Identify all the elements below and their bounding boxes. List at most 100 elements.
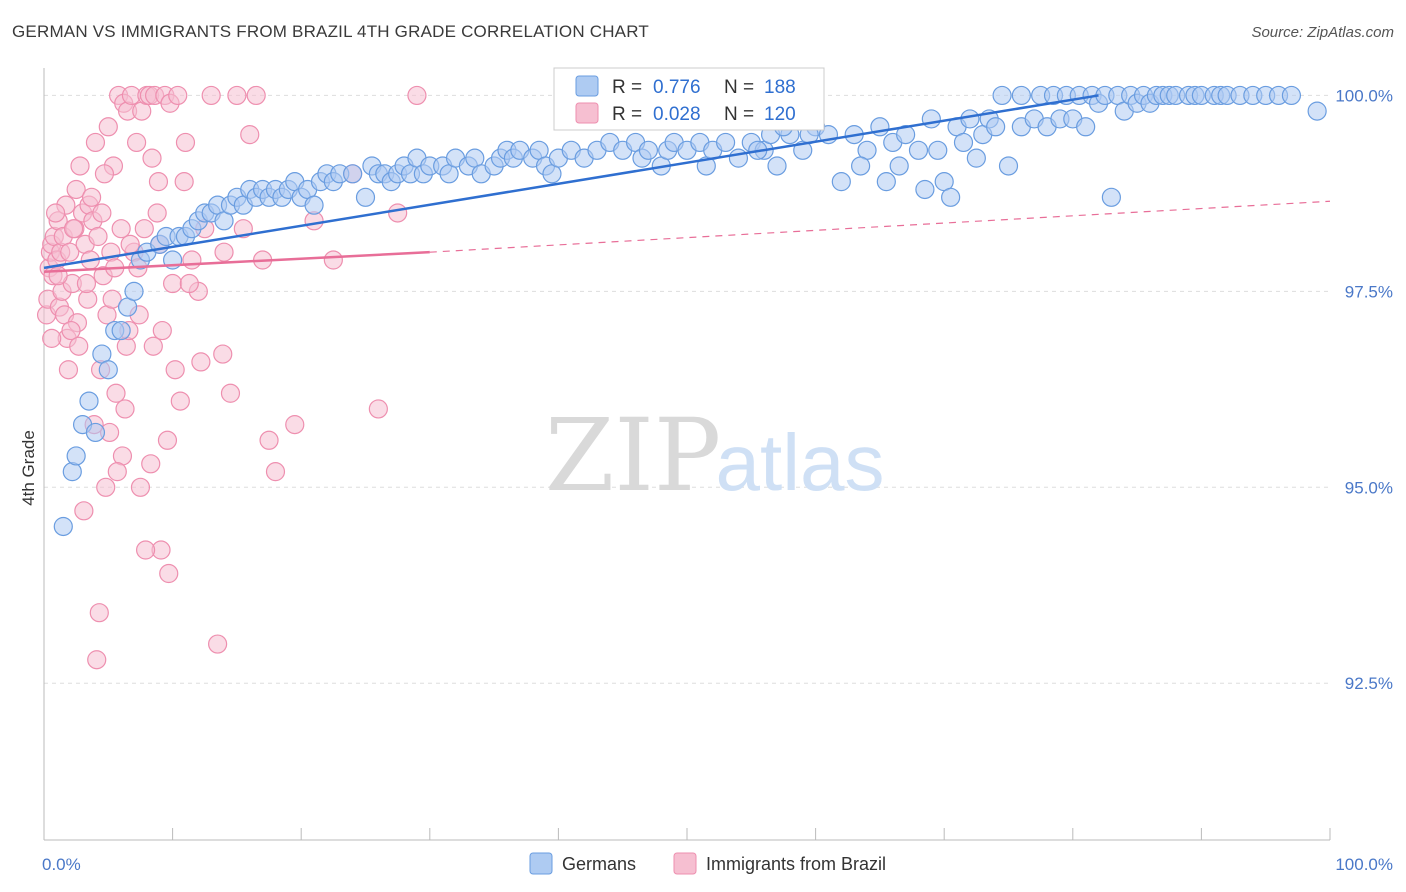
brazil-point-73 (220, 383, 241, 403)
brazil-point-114 (107, 462, 127, 482)
brazil-point-75 (233, 219, 253, 239)
brazil-point-48 (130, 477, 151, 497)
german-point-4 (79, 391, 99, 411)
brazil-point-109 (174, 172, 194, 192)
german-point-7 (98, 360, 118, 380)
brazil-point-60 (157, 430, 178, 450)
brazil-point-79 (259, 430, 279, 450)
brazil-point-83 (323, 250, 343, 270)
brazil-point-110 (58, 360, 79, 380)
brazil-point-111 (69, 336, 89, 356)
brazil-point-76 (240, 125, 260, 145)
german-point-128 (1101, 187, 1121, 207)
source-credit: Source: ZipAtlas.com (1251, 24, 1394, 41)
german-point-113 (986, 117, 1006, 137)
brazil-point-20 (70, 156, 90, 176)
bottom-legend-brazil: Immigrants from Brazil (706, 854, 886, 874)
german-point-101 (889, 156, 909, 176)
brazil-point-39 (111, 219, 131, 239)
legend-swatch-germans (575, 75, 599, 97)
brazil-point-58 (152, 320, 172, 341)
brazil-point-56 (147, 203, 167, 223)
y-tick-label-2: 97.5% (1345, 282, 1393, 301)
brazil-point-100 (61, 320, 81, 341)
german-point-155 (876, 172, 896, 192)
correlation-legend: R = 0.776 N = 188 R = 0.028 N = 120 (553, 67, 825, 131)
brazil-point-30 (92, 203, 112, 223)
watermark-zip: ZIP (545, 397, 721, 514)
chart-title: GERMAN VS IMMIGRANTS FROM BRAZIL 4TH GRA… (12, 22, 649, 41)
brazil-point-93 (74, 501, 94, 521)
german-trend-line (43, 94, 1099, 270)
x-tick-label-max: 100.0% (1335, 855, 1393, 874)
brazil-point-18 (66, 179, 86, 200)
brazil-point-64 (168, 85, 188, 106)
german-point-96 (831, 172, 851, 192)
brazil-point-91 (89, 603, 109, 623)
brazil-point-65 (170, 391, 190, 411)
brazil-points (36, 85, 427, 670)
german-point-11 (124, 281, 144, 301)
german-point-149 (1281, 85, 1302, 106)
bottom-legend-swatch-brazil (673, 852, 697, 875)
legend-n-value-brazil: 120 (764, 104, 796, 125)
brazil-point-33 (98, 117, 118, 137)
brazil-point-37 (106, 383, 126, 403)
legend-r-value-germans: 0.776 (653, 77, 701, 98)
brazil-point-72 (214, 242, 234, 262)
legend-r-label-brazil: R = (612, 104, 642, 125)
german-point-156 (851, 156, 871, 176)
legend-r-value-brazil: 0.028 (653, 104, 701, 125)
german-point-44 (355, 187, 376, 207)
brazil-point-119 (42, 328, 62, 348)
german-point-86 (715, 132, 736, 153)
german-point-103 (908, 140, 929, 160)
brazil-point-74 (227, 85, 247, 106)
brazil-point-104 (102, 289, 122, 309)
german-point-114 (998, 156, 1019, 176)
german-point-91 (767, 156, 787, 176)
brazil-trend-line (43, 250, 430, 274)
brazil-point-107 (148, 172, 169, 192)
axes (43, 68, 1331, 841)
series-legend: Germans Immigrants from Brazil (529, 852, 886, 875)
brazil-point-98 (213, 344, 233, 364)
brazil-point-77 (246, 85, 266, 106)
german-point-43 (343, 164, 363, 184)
german-point-106 (928, 140, 948, 160)
brazil-point-92 (87, 650, 107, 670)
brazil-point-27 (85, 132, 106, 153)
brazil-point-81 (285, 415, 305, 435)
german-point-150 (1307, 101, 1327, 121)
brazil-point-108 (179, 273, 199, 294)
german-point-105 (921, 109, 941, 129)
brazil-point-54 (143, 336, 163, 356)
brazil-point-97 (191, 352, 211, 372)
german-point-109 (953, 132, 974, 153)
brazil-point-70 (201, 85, 221, 106)
watermark: ZIP atlas (545, 397, 885, 514)
brazil-point-118 (48, 266, 68, 286)
legend-r-label-germans: R = (612, 77, 642, 98)
brazil-point-50 (134, 219, 154, 239)
german-point-0 (53, 516, 73, 537)
x-tick-label-min: 0.0% (42, 855, 81, 874)
german-point-154 (941, 187, 961, 207)
brazil-point-89 (159, 563, 179, 584)
german-point-153 (966, 148, 986, 168)
brazil-point-53 (142, 148, 162, 168)
brazil-point-80 (265, 462, 286, 482)
brazil-point-71 (208, 634, 228, 654)
german-point-9 (111, 320, 131, 341)
brazil-point-28 (88, 226, 108, 247)
trend-lines (43, 94, 1331, 274)
brazil-point-90 (135, 540, 156, 560)
brazil-point-85 (368, 399, 388, 419)
brazil-point-66 (175, 132, 196, 153)
german-point-2 (66, 446, 86, 466)
y-tick-label-0: 92.5% (1345, 674, 1393, 693)
legend-n-value-germans: 188 (764, 77, 796, 98)
brazil-point-115 (94, 164, 115, 184)
brazil-point-117 (63, 219, 84, 239)
brazil-point-96 (141, 454, 161, 474)
